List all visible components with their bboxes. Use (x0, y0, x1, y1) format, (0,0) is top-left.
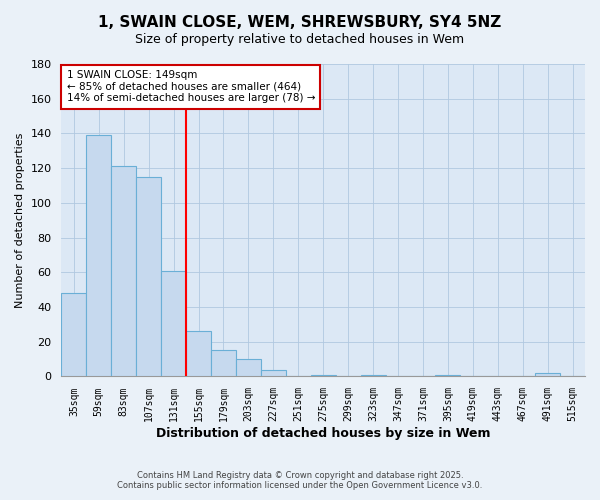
Y-axis label: Number of detached properties: Number of detached properties (15, 132, 25, 308)
Bar (111, 166, 136, 376)
Bar (535, 373, 560, 376)
Bar (436, 374, 460, 376)
Text: 1 SWAIN CLOSE: 149sqm
← 85% of detached houses are smaller (464)
14% of semi-det: 1 SWAIN CLOSE: 149sqm ← 85% of detached … (67, 70, 315, 103)
Text: Size of property relative to detached houses in Wem: Size of property relative to detached ho… (136, 32, 464, 46)
Bar (236, 359, 261, 376)
Bar (361, 374, 386, 376)
X-axis label: Distribution of detached houses by size in Wem: Distribution of detached houses by size … (156, 427, 490, 440)
Bar (211, 350, 236, 376)
Bar (61, 293, 86, 376)
Bar (261, 370, 286, 376)
Bar (161, 270, 186, 376)
Text: Contains HM Land Registry data © Crown copyright and database right 2025.
Contai: Contains HM Land Registry data © Crown c… (118, 470, 482, 490)
Bar (186, 332, 211, 376)
Text: 1, SWAIN CLOSE, WEM, SHREWSBURY, SY4 5NZ: 1, SWAIN CLOSE, WEM, SHREWSBURY, SY4 5NZ (98, 15, 502, 30)
Bar (136, 177, 161, 376)
Bar (86, 135, 111, 376)
Bar (311, 374, 335, 376)
